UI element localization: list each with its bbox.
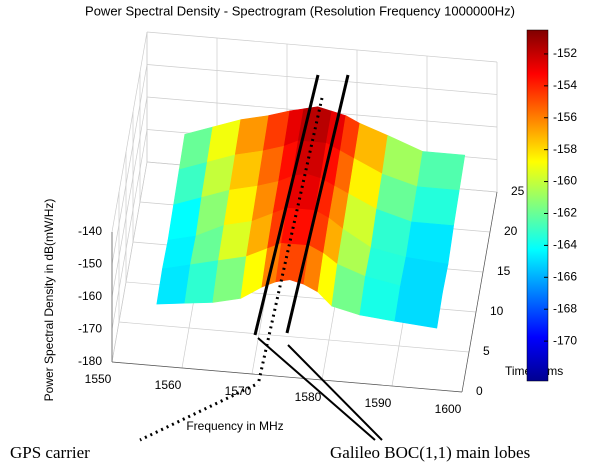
y-tick-label: 25 (511, 184, 525, 198)
colorbar-tick-label: -160 (553, 174, 577, 188)
colorbar-tick-label: -152 (553, 46, 577, 60)
grid-line (111, 96, 148, 298)
chart-title: Power Spectral Density - Spectrogram (Re… (85, 3, 515, 18)
grid-line (146, 64, 498, 95)
x-tick-label: 1560 (155, 378, 182, 392)
colorbar-tick-label: -166 (553, 269, 577, 283)
x-tick-label: 1550 (85, 372, 112, 386)
grid-line (118, 321, 470, 353)
surface (156, 106, 466, 329)
x-tick-label: 1570 (225, 384, 252, 398)
annotation-lines (139, 74, 383, 442)
grid-line (111, 31, 148, 233)
colorbar-tick-label: -156 (553, 110, 577, 124)
colorbar-tick-label: -170 (553, 333, 577, 347)
grid-line (146, 31, 498, 63)
z-tick-label: -160 (78, 289, 102, 303)
y-tick-label: 0 (476, 384, 483, 398)
colorbar-tick-label: -158 (553, 142, 577, 156)
x-tick-label: 1590 (365, 396, 392, 410)
z-tick-label: -180 (78, 354, 102, 368)
surface-cell (394, 285, 443, 329)
x-tick-label: 1580 (295, 390, 322, 404)
colorbar-tick-label: -154 (553, 78, 577, 92)
y-tick-label: 5 (483, 344, 490, 358)
y-axis (461, 191, 498, 393)
colorbar (526, 29, 549, 382)
y-tick-label: 15 (497, 264, 511, 278)
z-tick-label: -140 (78, 224, 102, 238)
surface-cell (405, 221, 454, 265)
colorbar-tick-label: -168 (553, 301, 577, 315)
surface-cell (416, 151, 466, 191)
z-tick-label: -150 (78, 257, 102, 271)
x-axis-label: Frequency in MHz (186, 419, 283, 433)
annotation: Galileo BOC(1,1) main lobes (330, 443, 530, 462)
z-axis-label: Power Spectral Density in dB(mW/Hz) (42, 199, 56, 402)
grid-line (111, 129, 148, 330)
annotation: GPS carrier (10, 443, 90, 462)
x-axis (111, 361, 463, 393)
surface-cell (411, 186, 460, 226)
y-tick-label: 20 (504, 224, 518, 238)
z-tick-label: -170 (78, 322, 102, 336)
colorbar-tick-label: -164 (553, 238, 577, 252)
x-tick-label: 1600 (435, 402, 462, 416)
grid-line (111, 161, 148, 363)
y-tick-label: 10 (490, 304, 504, 318)
grid-line (111, 64, 148, 265)
colorbar-tick-label: -162 (553, 206, 577, 220)
